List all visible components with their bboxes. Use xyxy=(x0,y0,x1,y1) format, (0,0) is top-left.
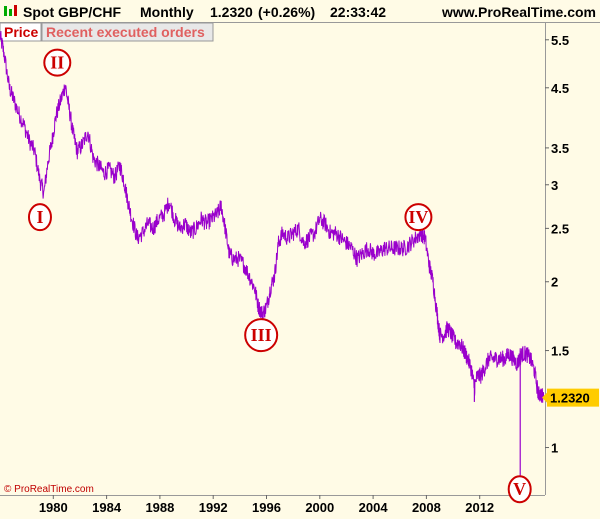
wave-label: V xyxy=(513,479,526,499)
x-tick-label: 2008 xyxy=(412,500,441,515)
change-header: (+0.26%) xyxy=(258,4,315,20)
wave-circle xyxy=(244,318,279,353)
last-price-marker: 1.2320 xyxy=(542,388,599,407)
wave-label: IV xyxy=(408,207,428,227)
y-axis-ticks: 5.5 4.5 3.5 3 2.5 2 1.5 1 xyxy=(545,33,569,456)
y-tick-label: 1.5 xyxy=(551,344,569,359)
wave-label: III xyxy=(251,325,272,345)
last-price-label: 1.2320 xyxy=(550,391,590,406)
y-tick-label: 2.5 xyxy=(551,221,569,236)
y-tick-label: 4.5 xyxy=(551,81,569,96)
x-tick-label: 1984 xyxy=(92,500,122,515)
wave-label: II xyxy=(50,53,64,73)
tab-price[interactable]: Price xyxy=(0,22,42,42)
wave-circle xyxy=(404,203,433,232)
y-tick-label: 2 xyxy=(551,275,558,290)
x-tick-label: 2004 xyxy=(359,500,389,515)
wave-label: I xyxy=(36,207,43,227)
x-tick-label: 2000 xyxy=(305,500,334,515)
x-tick-label: 1980 xyxy=(39,500,68,515)
symbol-title: Spot GBP/CHF xyxy=(23,4,121,20)
website-header: www.ProRealTime.com xyxy=(441,4,596,20)
time-header: 22:33:42 xyxy=(330,4,386,20)
y-tick-label: 3.5 xyxy=(551,141,569,156)
last-price-header: 1.2320 xyxy=(210,4,253,20)
price-line xyxy=(0,30,545,403)
tab-recent-orders-label: Recent executed orders xyxy=(46,24,205,40)
y-tick-label: 3 xyxy=(551,178,558,193)
interval-label: Monthly xyxy=(140,4,194,20)
last-price-pointer xyxy=(542,392,547,403)
x-tick-label: 1992 xyxy=(199,500,228,515)
wave-circle xyxy=(27,203,52,232)
tab-price-label: Price xyxy=(4,24,38,40)
x-tick-label: 2012 xyxy=(465,500,494,515)
wave-circle xyxy=(507,475,532,504)
price-series xyxy=(0,30,545,476)
chart-type-icon[interactable] xyxy=(4,5,17,16)
header-bar xyxy=(0,0,600,22)
wave-circle xyxy=(43,48,72,77)
x-tick-label: 1996 xyxy=(252,500,281,515)
x-tick-label: 1988 xyxy=(145,500,174,515)
y-tick-label: 1 xyxy=(551,441,558,456)
copyright-text: © ProRealTime.com xyxy=(4,484,94,495)
last-price-box xyxy=(547,388,599,407)
y-tick-label: 5.5 xyxy=(551,33,569,48)
tab-recent-orders[interactable]: Recent executed orders xyxy=(41,22,214,42)
x-axis-ticks: 1980 1984 1988 1992 1996 2000 2004 2008 2012 xyxy=(39,495,494,515)
